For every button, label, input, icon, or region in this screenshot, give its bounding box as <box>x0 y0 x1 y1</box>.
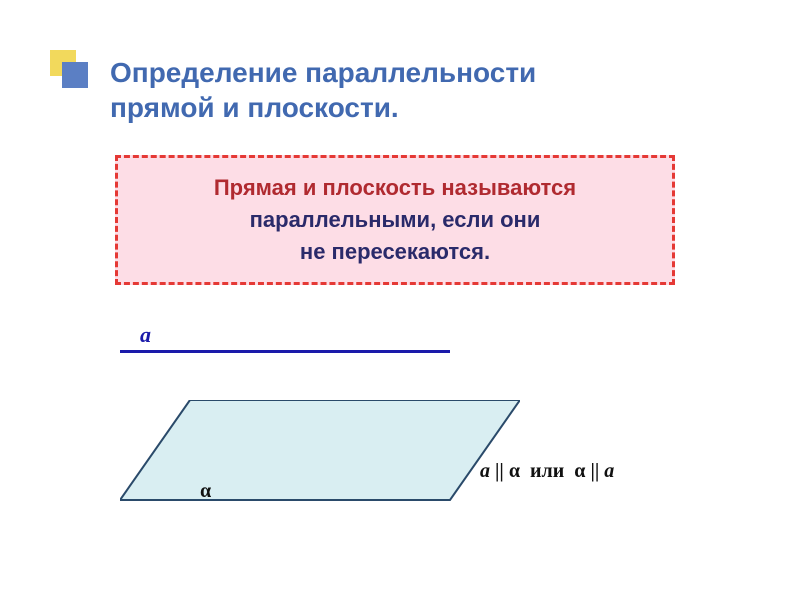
notation-or: или <box>530 460 564 482</box>
notation-a1: a <box>480 460 490 482</box>
plane-svg <box>120 400 520 505</box>
notation-alpha1: α <box>509 460 520 482</box>
def-line1: Прямая и плоскость называются <box>214 175 576 200</box>
notation-par2: || <box>590 460 599 482</box>
parallel-notation: a || α или α || a <box>480 460 614 483</box>
plane-polygon <box>120 400 520 500</box>
page-title: Определение параллельности прямой и плос… <box>110 55 536 125</box>
notation-par1: || <box>495 460 504 482</box>
notation-alpha2: α <box>574 460 585 482</box>
line-a <box>120 350 450 353</box>
notation-a2: a <box>604 460 614 482</box>
definition-box: Прямая и плоскость называются параллельн… <box>115 155 675 285</box>
def-line3: не пересекаются. <box>300 239 490 264</box>
plane-diagram <box>120 400 520 505</box>
line-a-label: a <box>140 322 151 348</box>
title-line2: прямой и плоскости. <box>110 92 399 123</box>
accent-blue <box>62 62 88 88</box>
definition-text: Прямая и плоскость называются параллельн… <box>214 172 576 268</box>
title-line1: Определение параллельности <box>110 57 536 88</box>
plane-alpha-label: α <box>200 480 211 503</box>
def-line2: параллельными, если они <box>250 207 541 232</box>
